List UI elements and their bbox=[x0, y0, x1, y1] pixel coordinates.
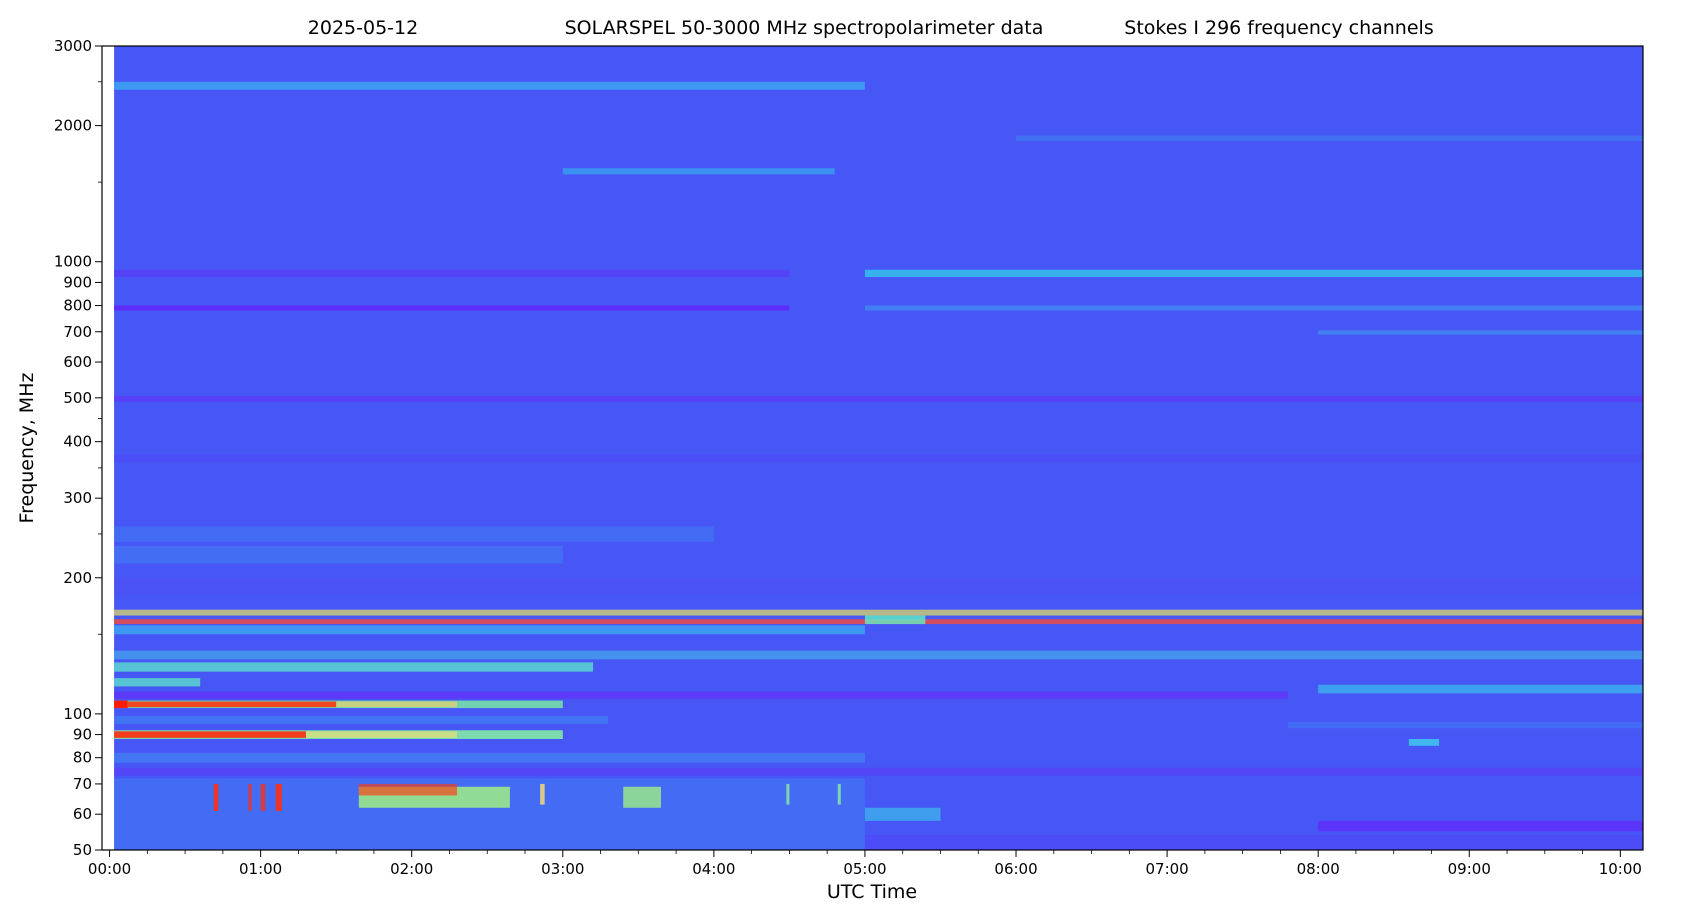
spectrogram-band bbox=[864, 834, 1643, 850]
y-tick-label: 100 bbox=[63, 705, 92, 723]
y-tick-label: 1000 bbox=[54, 253, 92, 271]
spectrogram-band bbox=[864, 615, 926, 625]
spectrogram-band bbox=[127, 701, 337, 708]
y-axis: 50 60 70 80 90 100 200 300 400 500 600 700 800 900 100… bbox=[54, 37, 102, 859]
x-tick-label: 07:00 bbox=[1145, 860, 1188, 878]
x-tick-label: 00:00 bbox=[88, 860, 131, 878]
y-tick-label: 900 bbox=[63, 273, 92, 291]
y-tick-label: 60 bbox=[73, 805, 92, 823]
x-tick-label: 05:00 bbox=[843, 860, 886, 878]
spectrogram-band bbox=[114, 715, 609, 724]
spectrogram-band bbox=[786, 783, 790, 805]
y-tick-label: 3000 bbox=[54, 37, 92, 55]
y-tick-label: 700 bbox=[63, 323, 92, 341]
y-tick-label: 600 bbox=[63, 353, 92, 371]
x-tick-label: 08:00 bbox=[1297, 860, 1340, 878]
spectrogram-band bbox=[114, 395, 1643, 402]
plot-frame bbox=[101, 45, 1644, 851]
y-tick-label: 80 bbox=[73, 749, 92, 767]
y-tick-label: 90 bbox=[73, 726, 92, 744]
y-tick-label: 50 bbox=[73, 841, 92, 859]
spectrogram-band bbox=[114, 81, 865, 90]
spectrogram-band bbox=[358, 783, 458, 796]
spectrogram-band bbox=[562, 168, 835, 175]
spectrogram-band bbox=[1408, 738, 1440, 746]
spectrogram-band bbox=[336, 701, 458, 708]
spectrogram-band bbox=[864, 269, 1643, 278]
spectrogram-band bbox=[540, 783, 545, 805]
spectrogram-band bbox=[114, 752, 865, 763]
spectrogram-data bbox=[114, 46, 1643, 850]
y-tick-label: 300 bbox=[63, 489, 92, 507]
spectrogram-band bbox=[114, 577, 1643, 594]
spectrogram-background bbox=[114, 46, 1643, 850]
chart-title-stokes: Stokes I 296 frequency channels bbox=[1124, 17, 1433, 39]
spectrogram-band bbox=[114, 678, 201, 687]
x-axis-label: UTC Time bbox=[827, 881, 917, 903]
spectrogram-band bbox=[114, 546, 563, 564]
spectrogram-band bbox=[114, 650, 1643, 660]
y-tick-label: 200 bbox=[63, 569, 92, 587]
spectrogram-band bbox=[260, 783, 266, 811]
spectrogram-band bbox=[864, 807, 941, 821]
spectrogram-band bbox=[114, 625, 865, 635]
y-tick-label: 500 bbox=[63, 389, 92, 407]
spectrogram-band bbox=[305, 731, 458, 738]
x-tick-label: 06:00 bbox=[994, 860, 1037, 878]
spectrogram-band bbox=[213, 783, 219, 811]
chart-title-instrument: SOLARSPEL 50-3000 MHz spectropolarimeter… bbox=[565, 17, 1044, 39]
spectrogram-band bbox=[114, 662, 594, 672]
spectrogram-band bbox=[114, 454, 1643, 463]
spectrogram-band bbox=[114, 700, 128, 709]
y-tick-label: 70 bbox=[73, 775, 92, 793]
spectrogram-band bbox=[1287, 721, 1643, 729]
spectrogram-band bbox=[114, 691, 1288, 699]
spectrogram-band bbox=[114, 526, 714, 542]
x-axis: 00:00 01:00 02:00 03:00 04:00 05:00 06:00 07:00… bbox=[88, 850, 1642, 878]
chart-title-date: 2025-05-12 bbox=[308, 17, 418, 39]
spectrogram-band bbox=[1318, 330, 1643, 335]
x-tick-label: 09:00 bbox=[1448, 860, 1491, 878]
spectrogram-band bbox=[1016, 135, 1643, 141]
y-tick-label: 400 bbox=[63, 433, 92, 451]
x-tick-label: 01:00 bbox=[239, 860, 282, 878]
spectrogram-band bbox=[114, 731, 306, 738]
spectrogram-band bbox=[248, 783, 252, 811]
spectrogram-band bbox=[1318, 684, 1643, 694]
spectrogram-band bbox=[623, 786, 661, 808]
spectrogram-band bbox=[114, 767, 1643, 776]
spectrogram-band bbox=[275, 783, 282, 811]
spectrogram-band bbox=[1318, 820, 1643, 832]
spectrogram-band bbox=[114, 305, 790, 311]
y-tick-label: 2000 bbox=[54, 117, 92, 135]
spectrogram-band bbox=[114, 269, 790, 278]
x-tick-label: 04:00 bbox=[692, 860, 735, 878]
spectrogram-band bbox=[837, 783, 841, 805]
y-axis-label: Frequency, MHz bbox=[16, 373, 38, 524]
x-tick-label: 02:00 bbox=[390, 860, 433, 878]
x-tick-label: 03:00 bbox=[541, 860, 584, 878]
y-tick-label: 800 bbox=[63, 297, 92, 315]
x-tick-label: 10:00 bbox=[1599, 860, 1642, 878]
spectrogram-band bbox=[114, 609, 1643, 616]
spectrogram-band bbox=[864, 305, 1643, 311]
